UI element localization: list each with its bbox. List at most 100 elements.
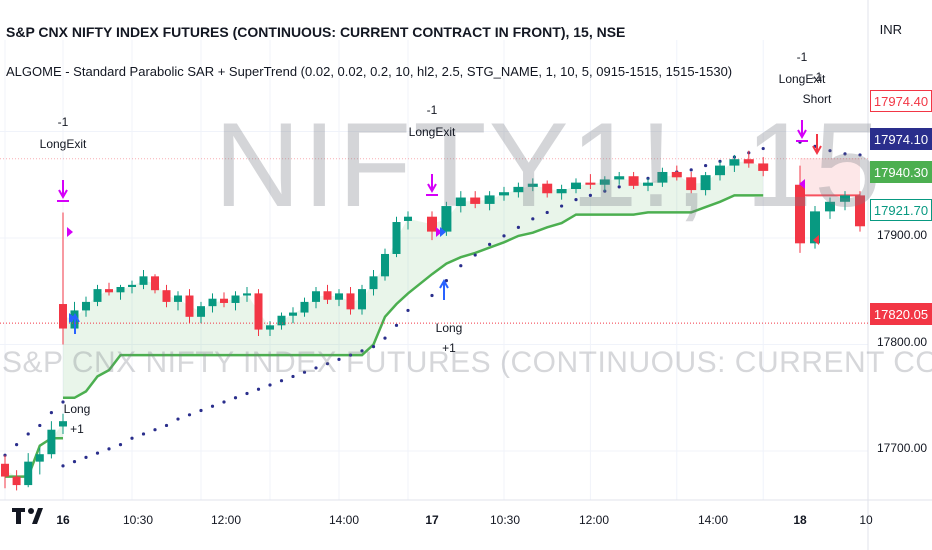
sar-dot: [348, 353, 353, 357]
time-axis-label: 10: [859, 513, 873, 527]
candle-body: [220, 298, 228, 303]
sar-dot: [574, 198, 578, 202]
signal-triangle-icon: [440, 227, 446, 237]
sar-dot: [84, 455, 88, 459]
price-tag-value: 17921.70: [873, 203, 929, 218]
candle-body: [758, 163, 769, 171]
sar-dot: [61, 464, 65, 468]
candle-body: [527, 183, 538, 187]
candle-body: [93, 289, 102, 302]
price-tag-value: 17940.30: [873, 165, 929, 180]
sar-dot: [199, 408, 203, 413]
signal-label-longexit: -1 LongExit: [408, 103, 456, 139]
sar-dot: [222, 400, 226, 404]
price-tag-value: 17820.05: [873, 307, 929, 322]
candle-body: [1, 463, 9, 477]
sar-dot: [325, 362, 330, 366]
currency-label[interactable]: INR: [879, 22, 902, 37]
candle-body: [499, 192, 509, 196]
sar-dot: [314, 366, 318, 370]
candle-body: [358, 289, 366, 310]
candle-body: [585, 182, 596, 185]
sar-dot: [302, 370, 307, 374]
sar-dot: [406, 308, 410, 313]
candle-body: [542, 183, 553, 194]
candle-body: [300, 301, 309, 313]
sar-dot: [268, 383, 272, 387]
time-axis-label: 14:00: [328, 513, 360, 527]
candle-body: [455, 197, 466, 207]
sar-dot: [141, 432, 146, 436]
sar-dot: [245, 391, 249, 396]
signal-label-short: -1 Short: [802, 70, 832, 106]
sar-dot: [704, 163, 708, 168]
price-axis-label: 17900.00: [877, 228, 928, 242]
indicator-legend[interactable]: ALGOME - Standard Parabolic SAR + SuperT…: [6, 64, 733, 79]
candle-body: [323, 291, 332, 300]
sar-dot: [828, 149, 832, 153]
sar-dot: [689, 168, 693, 172]
signal-triangle-icon: [813, 235, 819, 245]
candle-body: [392, 222, 401, 254]
longexit-arrow-icon: [58, 189, 68, 200]
candle-body: [231, 295, 240, 303]
price-axis-label: 17800.00: [877, 335, 928, 349]
price-tag-high: 17974.40: [870, 90, 932, 112]
longexit-arrow-icon: [797, 129, 807, 140]
candle-body: [82, 301, 90, 311]
candle-body: [571, 182, 581, 190]
candle-body: [743, 159, 754, 164]
candle-body: [59, 304, 67, 329]
tradingview-logo-icon[interactable]: [10, 505, 46, 527]
price-tag-supertrend: 17940.30: [870, 161, 932, 183]
sar-dot: [761, 146, 765, 151]
candle-body: [404, 216, 412, 221]
candles: [1, 150, 865, 491]
sar-dot: [444, 279, 448, 283]
candle-body: [312, 291, 320, 302]
candle-body: [151, 276, 159, 291]
sar-dot: [72, 460, 77, 464]
symbol-title[interactable]: S&P CNX NIFTY INDEX FUTURES (CONTINUOUS:…: [6, 24, 626, 40]
time-axis-label: 12:00: [578, 513, 610, 527]
sar-dot: [38, 423, 42, 428]
time-axis-label: 14:00: [697, 513, 729, 527]
price-tag-value: 17974.10: [873, 132, 929, 147]
signal-triangle-icon: [436, 227, 442, 237]
signal-label-long: Long +1: [63, 402, 91, 436]
candle-body: [47, 429, 56, 455]
sar-dot: [95, 451, 100, 455]
candle-body: [139, 276, 148, 285]
sar-dot: [488, 242, 492, 246]
sar-dot: [531, 217, 535, 221]
sar-dot: [371, 345, 376, 349]
signal-label-long: Long +1: [435, 321, 463, 355]
sar-dot: [15, 443, 19, 447]
sar-dot: [118, 443, 123, 447]
price-axis-label: 17700.00: [877, 441, 928, 455]
time-axis-label: 10:30: [122, 513, 154, 527]
price-lines: [0, 158, 868, 324]
candle-body: [24, 461, 33, 486]
supertrend-fill: [5, 158, 860, 477]
candle-body: [513, 186, 524, 193]
candle-body: [840, 195, 850, 202]
candle-body: [162, 290, 171, 302]
candle-body: [643, 182, 653, 186]
candle-body: [254, 293, 263, 330]
supertrend-fill-area: [63, 161, 764, 398]
candle-body: [657, 171, 668, 183]
description-watermark: S&P CNX NIFTY INDEX FUTURES (CONTINUOUS:…: [2, 346, 932, 379]
sar-dot: [617, 185, 621, 189]
candle-body: [700, 175, 711, 191]
sar-dot: [383, 336, 387, 340]
candle-body: [289, 312, 297, 316]
candle-body: [729, 159, 740, 166]
sar-dot: [588, 193, 593, 197]
candle-body: [208, 298, 217, 307]
candle-body: [825, 201, 835, 212]
longexit-arrow-icon: [427, 183, 437, 194]
